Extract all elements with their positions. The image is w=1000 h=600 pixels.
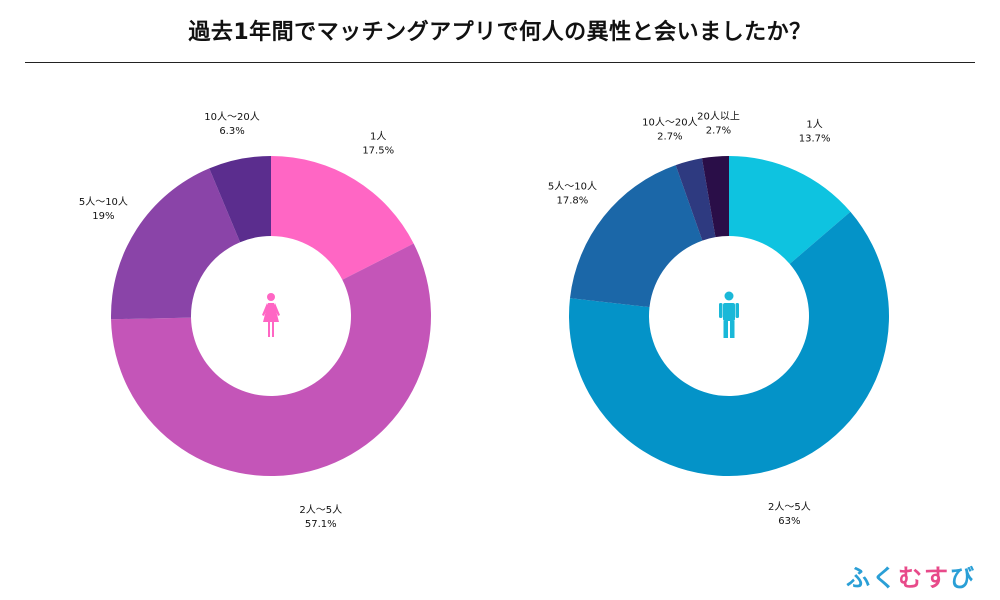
slice-value-label: 19% [92,211,114,222]
slice-value-label: 17.8% [557,196,589,207]
chart-title: 過去1年間でマッチングアプリで何人の異性と会いましたか？ [188,20,812,45]
slice-category-label: 10人〜20人 [204,111,259,123]
title-divider [25,62,975,63]
slice-category-label: 10人〜20人 [642,116,697,128]
slice-category-label: 2人〜5人 [768,501,811,513]
male-donut-chart: 1人 13.7% 2人〜5人 63% 5人〜10人 17.8% 10人〜20人 2.7% 20人… [548,111,890,527]
donut-slice [729,156,851,264]
slice-value-label: 17.5% [362,145,394,156]
slice-category-label: 5人〜10人 [79,196,128,208]
slice-value-label: 13.7% [799,134,831,145]
brand-letter: び [950,564,976,592]
donut-slice [701,156,729,238]
donut-slice [111,168,241,320]
female-person-icon [262,293,280,337]
female-donut-chart: 1人 17.5% 2人〜5人 57.1% 5人〜10人 19% 10人〜20人 6.3% [79,111,432,530]
brand-letter: む [898,564,924,592]
brand-letter: く [872,564,898,592]
donut-slice [569,165,703,308]
brand-letter: ふ [846,564,872,592]
brand-logo: ふくむすび [846,558,976,593]
slice-value-label: 2.7% [706,126,731,137]
slice-category-label: 5人〜10人 [548,181,597,193]
slice-value-label: 63% [778,516,800,527]
donut-slice [209,156,271,243]
slice-category-label: 2人〜5人 [299,504,342,516]
slice-category-label: 1人 [806,119,822,131]
donut-slice [569,211,890,476]
slice-value-label: 6.3% [219,126,244,137]
male-person-icon [719,291,739,338]
donut-slice [111,243,432,477]
donut-slice [675,158,716,241]
slice-value-label: 57.1% [305,519,337,530]
donut-slice [271,156,414,280]
brand-letter: す [924,564,950,592]
slice-category-label: 1人 [370,130,386,142]
slice-category-label: 20人以上 [697,111,740,123]
slice-value-label: 2.7% [657,131,682,142]
